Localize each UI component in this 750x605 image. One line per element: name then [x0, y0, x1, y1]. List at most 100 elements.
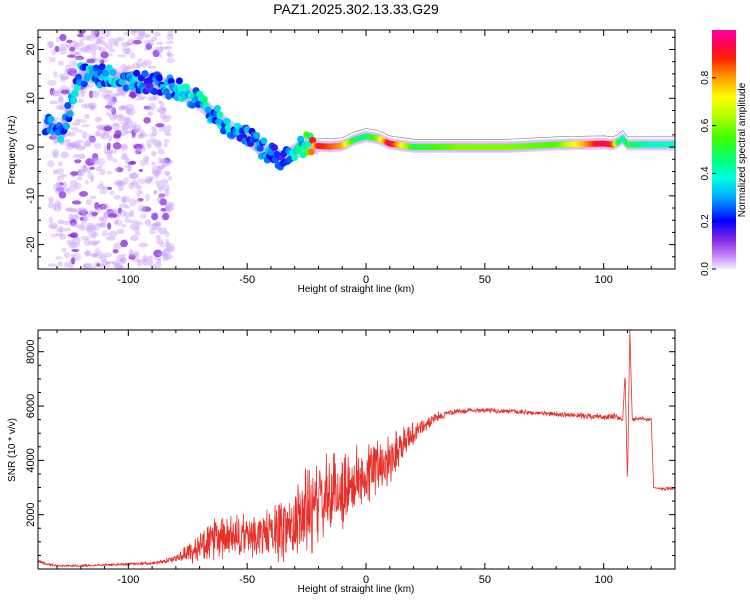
- noise-blob: [145, 155, 150, 163]
- noise-blob: [114, 262, 124, 269]
- noise-blob: [119, 257, 127, 264]
- y-tick-label: 8000: [25, 339, 37, 363]
- noise-blob: [116, 180, 123, 185]
- noise-blob: [55, 181, 61, 188]
- noise-blob: [57, 201, 63, 210]
- snr-line: [38, 330, 675, 568]
- noise-blob: [126, 38, 135, 46]
- noise-blob: [84, 45, 93, 54]
- noise-blob: [149, 228, 156, 235]
- noise-blob: [114, 168, 120, 172]
- noise-blob: [123, 31, 128, 36]
- noise-blob: [74, 51, 80, 56]
- ridge-core: [223, 117, 231, 125]
- noise-blob: [70, 222, 78, 228]
- noise-blob: [60, 72, 70, 81]
- noise-blob: [85, 222, 95, 230]
- noise-blob: [163, 157, 171, 164]
- noise-blob: [111, 107, 117, 116]
- noise-blob: [66, 145, 74, 151]
- ridge-core: [270, 144, 278, 152]
- noise-blob: [158, 193, 165, 200]
- noise-blob: [162, 248, 167, 256]
- noise-blob: [65, 207, 75, 213]
- noise-blob: [136, 259, 143, 267]
- noise-blob: [85, 249, 90, 257]
- noise-blob: [94, 116, 103, 123]
- ridge-core: [200, 96, 208, 104]
- noise-blob: [114, 93, 119, 98]
- noise-blob: [91, 265, 97, 269]
- noise-blob: [65, 64, 72, 73]
- noise-blob: [158, 251, 167, 257]
- noise-blob: [99, 222, 108, 228]
- noise-blob: [104, 261, 110, 268]
- noise-blob: [80, 91, 85, 98]
- noise-blob: [60, 151, 69, 159]
- noise-blob: [118, 105, 127, 109]
- noise-blob: [78, 191, 89, 197]
- noise-blob: [98, 216, 105, 222]
- chart-title: PAZ1.2025.302.13.33.G29: [273, 1, 439, 17]
- noise-blob: [57, 60, 65, 67]
- noise-blob: [148, 103, 157, 110]
- noise-blob: [124, 103, 135, 112]
- noise-blob: [80, 220, 86, 226]
- noise-blob: [159, 111, 166, 120]
- noise-blob: [156, 183, 164, 189]
- noise-blob: [142, 258, 149, 266]
- noise-blob: [104, 105, 113, 109]
- noise-blob: [72, 40, 78, 48]
- noise-blob: [154, 255, 162, 261]
- noise-blob: [89, 157, 96, 163]
- ridge-core: [47, 115, 55, 123]
- x-tick-label: 50: [479, 274, 491, 286]
- noise-blob: [99, 131, 109, 140]
- noise-blob: [125, 107, 132, 115]
- noise-blob: [87, 240, 98, 246]
- noise-blob: [57, 261, 63, 267]
- noise-blob: [157, 227, 168, 235]
- noise-blob: [55, 105, 65, 110]
- noise-blob: [99, 59, 105, 64]
- noise-blob: [83, 208, 88, 212]
- noise-blob: [89, 176, 95, 183]
- snr-y-label: SNR (10 * v/v): [7, 418, 18, 482]
- noise-blob: [53, 205, 62, 212]
- noise-blob: [114, 219, 123, 226]
- noise-blob: [55, 256, 63, 260]
- ridge-core: [122, 84, 130, 92]
- noise-blob: [144, 176, 153, 184]
- noise-blob: [75, 182, 82, 190]
- noise-blob: [108, 113, 118, 121]
- noise-blob: [97, 251, 104, 260]
- noise-blob: [133, 127, 141, 134]
- noise-blob: [83, 216, 88, 223]
- noise-blob: [47, 201, 55, 209]
- noise-blob: [121, 253, 126, 257]
- noise-blob: [127, 165, 132, 171]
- noise-blob: [70, 257, 76, 265]
- noise-blob: [156, 196, 162, 204]
- noise-blob: [51, 148, 60, 157]
- noise-blob: [120, 143, 128, 149]
- noise-blob: [137, 30, 146, 36]
- noise-blob: [72, 153, 79, 158]
- noise-blob: [66, 187, 71, 194]
- noise-blob: [157, 186, 163, 192]
- noise-blob: [82, 164, 87, 172]
- noise-blob: [137, 198, 144, 202]
- noise-blob: [115, 87, 124, 92]
- noise-blob: [138, 205, 146, 213]
- noise-blob: [161, 116, 171, 122]
- ridge-core: [150, 88, 158, 96]
- x-tick-label: -50: [239, 574, 255, 586]
- noise-blob: [129, 30, 134, 34]
- noise-blob: [107, 98, 115, 105]
- noise-blob: [57, 219, 65, 225]
- noise-blob: [74, 43, 80, 50]
- noise-blob: [61, 247, 67, 252]
- noise-blob: [62, 181, 68, 189]
